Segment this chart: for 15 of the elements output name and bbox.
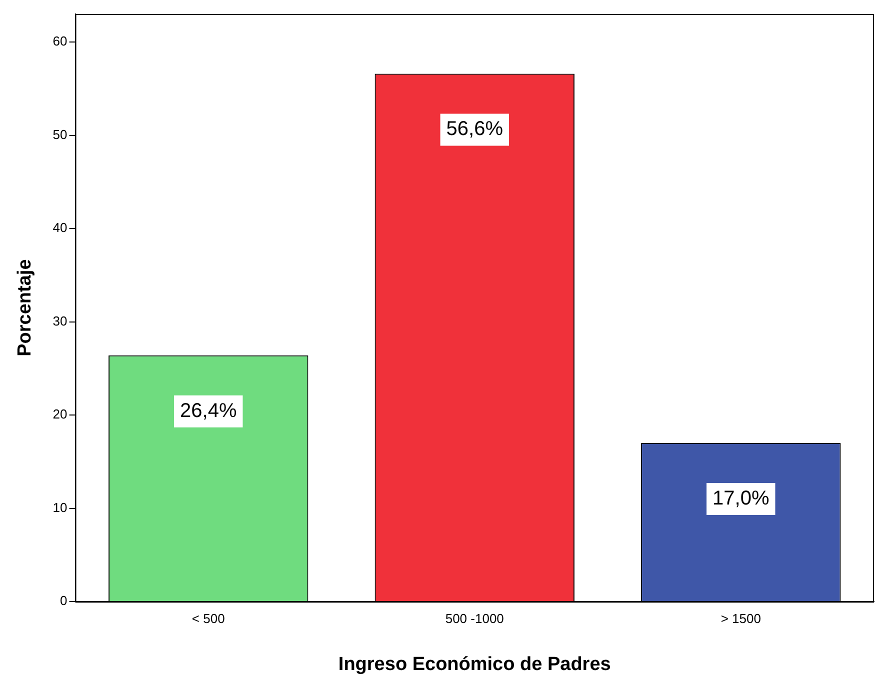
x-axis-title: Ingreso Económico de Padres [338,654,611,675]
y-tick-label: 0 [60,593,68,608]
data-label: 17,0% [712,488,770,510]
x-tick-label: < 500 [192,610,225,626]
y-tick-label: 40 [52,220,68,236]
x-tick-label: > 1500 [720,610,761,626]
x-tick-label: 500 -1000 [445,610,504,626]
y-tick-label: 10 [52,500,68,515]
y-tick-label: 20 [52,406,68,422]
y-tick-label: 50 [52,126,68,142]
data-label: 56,6% [446,118,504,140]
data-label: 26,4% [180,400,237,422]
y-tick-label: 60 [52,34,68,49]
y-tick-label: 30 [52,313,68,328]
y-axis-title: Porcentaje [14,259,36,356]
